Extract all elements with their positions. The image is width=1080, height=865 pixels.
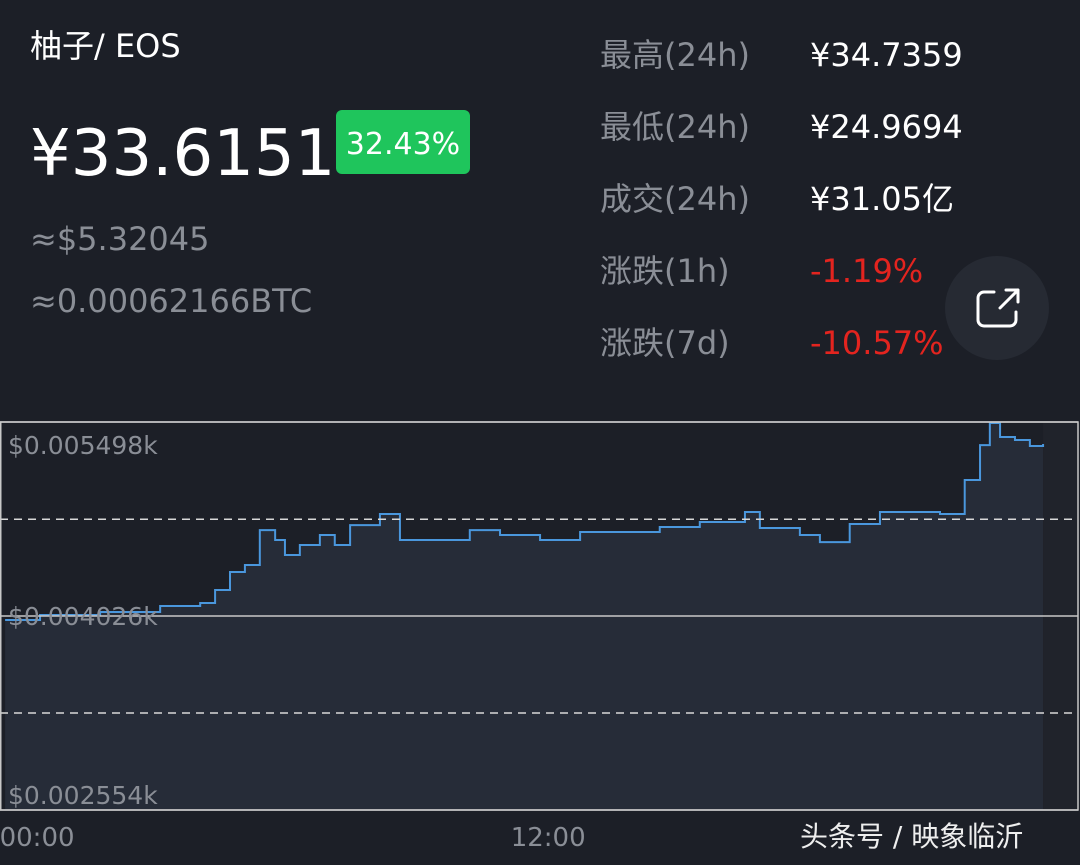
x-tick-label: 12:00: [511, 823, 586, 853]
stats: 最高(24h) ¥34.7359 最低(24h) ¥24.9694 成交(24h) ¥31…: [600, 36, 963, 362]
x-tick-label: 00:00: [0, 823, 75, 853]
change-badge: [336, 110, 470, 174]
watermark: 头条号 / 映象临沂: [800, 820, 1023, 853]
line: [5, 422, 1045, 621]
change-text: 32.43%: [346, 127, 460, 162]
stat-value: -1.19%: [810, 252, 923, 290]
stat-label: 最高(24h): [600, 36, 750, 74]
share-button[interactable]: [945, 256, 1049, 360]
stat-value: ¥31.05亿: [810, 180, 954, 218]
share-icon[interactable]: [976, 288, 1020, 328]
usd-price: ≈$5.32045: [30, 220, 210, 258]
pair-title: 柚子/ EOS: [30, 27, 181, 65]
price-chart: $0.005498k $0.004026k $0.002554k 00:00 12:00: [0, 421, 1079, 853]
price: ¥33.6151: [30, 117, 335, 191]
stat-value: -10.57%: [810, 324, 944, 362]
chart-frame: [0, 421, 1079, 811]
y-tick-label: $0.004026k: [8, 602, 158, 631]
y-tick-label: $0.005498k: [8, 431, 158, 460]
share-circle[interactable]: [945, 256, 1049, 360]
stat-label: 涨跌(1h): [600, 252, 730, 290]
stat-label: 涨跌(7d): [600, 324, 730, 362]
stat-value: ¥24.9694: [810, 108, 963, 146]
stat-value: ¥34.7359: [810, 36, 963, 74]
stat-label: 最低(24h): [600, 108, 750, 146]
stat-label: 成交(24h): [600, 180, 750, 218]
y-tick-label: $0.002554k: [8, 781, 158, 810]
btc-price: ≈0.00062166BTC: [30, 282, 312, 320]
